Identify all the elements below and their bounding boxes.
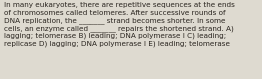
Text: In many eukaryotes, there are repetitive sequences at the ends
of chromosomes ca: In many eukaryotes, there are repetitive… xyxy=(4,2,235,47)
